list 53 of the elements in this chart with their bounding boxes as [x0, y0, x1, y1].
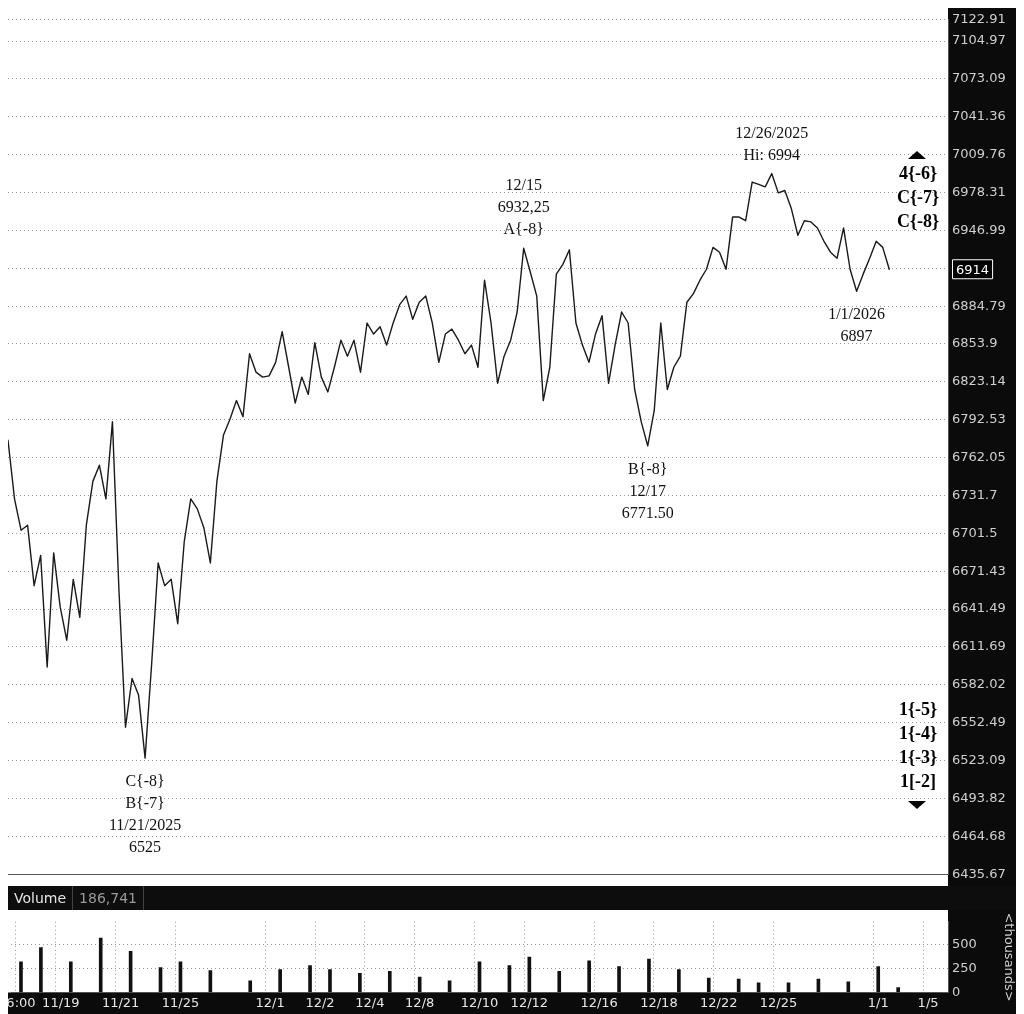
y-tick-label: 6792.53 [952, 411, 1006, 427]
x-tick-label: 1/5 [917, 994, 939, 1010]
y-tick-label: 6946.99 [952, 221, 1006, 237]
x-tick-label: 6:00 [6, 994, 36, 1010]
text: 6914 [956, 261, 990, 277]
y-tick-label: 6884.79 [952, 297, 1006, 313]
x-tick-label: 1/1 [867, 994, 889, 1010]
y-tick-label: 6435.67 [952, 865, 1006, 881]
y-tick-label: 6464.68 [952, 827, 1006, 843]
y-tick-label: 7122.91 [952, 11, 1006, 27]
y-tick-label: 500 [952, 936, 977, 952]
y-tick-label: 7009.76 [952, 146, 1006, 162]
x-tick-label: 12/18 [640, 994, 678, 1010]
x-tick-label: 12/22 [700, 994, 738, 1010]
x-tick-label: 11/19 [42, 994, 80, 1010]
annotation: 4{-6} C{-7} C{-8} [896, 162, 940, 231]
x-tick-label: 12/4 [355, 994, 385, 1010]
annotation: C{-8} B{-7} 11/21/2025 6525 [108, 772, 182, 856]
y-tick-label: 0 [952, 983, 961, 999]
y-tick-label: 7104.97 [952, 32, 1006, 48]
annotation: 1/1/2026 6897 [828, 305, 886, 345]
y-tick-label: 7041.36 [952, 108, 1006, 124]
x-tick-label: 12/10 [460, 994, 499, 1010]
y-tick-label: 6493.82 [952, 789, 1006, 805]
y-tick-label: 6853.9 [952, 335, 998, 351]
y-tick-label: 6823.14 [952, 373, 1006, 389]
x-tick-label: 12/2 [305, 994, 335, 1010]
annotation: 12/26/2025 Hi: 6994 [735, 123, 809, 163]
annotation: B{-8} 12/17 6771.50 [621, 459, 674, 521]
x-tick-label: 12/8 [405, 994, 435, 1010]
y-tick-label: 6978.31 [952, 183, 1006, 199]
y-axis-title: <thousands> [1001, 912, 1017, 1002]
x-tick-label: 12/12 [510, 994, 549, 1010]
y-tick-label: 6671.43 [952, 562, 1006, 578]
x-tick-label: 12/1 [255, 994, 285, 1010]
annotation: 12/15 6932,25 A{-8} [497, 176, 550, 238]
y-tick-label: 7073.09 [952, 70, 1006, 86]
x-tick-label: 12/25 [759, 994, 798, 1010]
x-tick-label: 12/16 [580, 994, 618, 1010]
chart-title: Volume [8, 886, 74, 910]
x-tick-label: 11/25 [161, 994, 200, 1010]
y-tick-label: 6762.05 [952, 448, 1006, 464]
y-tick-label: 6552.49 [952, 714, 1006, 730]
annotation: 1{-5} 1{-4} 1{-3} 1[-2] [898, 699, 938, 792]
y-tick-label: 6611.69 [952, 638, 1006, 654]
y-tick-label: 6731.7 [952, 486, 998, 502]
x-tick-label: 11/21 [101, 994, 140, 1010]
y-tick-label: 6582.02 [952, 676, 1006, 692]
y-tick-label: 6641.49 [952, 600, 1006, 616]
y-tick-label: 250 [952, 959, 977, 975]
y-tick-label: 6701.5 [952, 524, 998, 540]
text: 186,741 [73, 886, 144, 910]
y-tick-label: 6523.09 [952, 751, 1006, 767]
